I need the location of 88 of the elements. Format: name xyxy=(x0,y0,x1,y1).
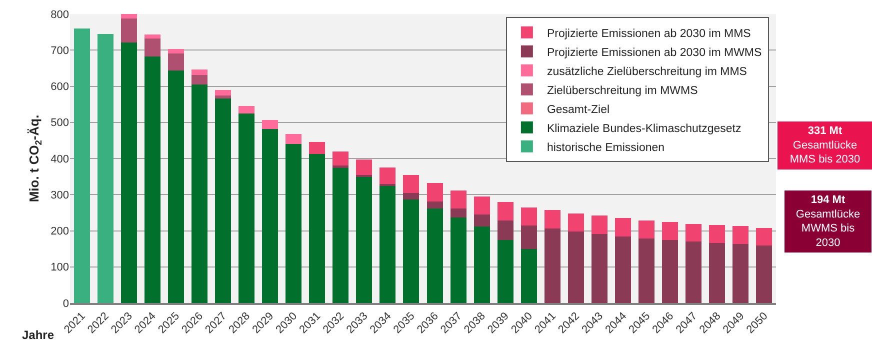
y-tick-label: 800 xyxy=(50,8,69,21)
bar xyxy=(426,201,443,208)
text: 194 Mt Gesamtlücke MWMS bis 2030 xyxy=(796,194,860,249)
y-tick-label: 400 xyxy=(50,153,69,166)
y-tick-label: 300 xyxy=(50,189,69,202)
bar xyxy=(450,190,466,208)
bar xyxy=(520,225,537,250)
y-tick-label: 700 xyxy=(50,44,69,57)
bar xyxy=(120,18,137,43)
bar xyxy=(191,84,208,303)
bar xyxy=(286,144,302,303)
bar xyxy=(592,234,608,303)
bar xyxy=(474,226,490,303)
bar xyxy=(380,186,396,303)
bar xyxy=(756,228,772,246)
bar xyxy=(120,14,137,18)
bar xyxy=(144,38,160,56)
bar xyxy=(97,34,114,303)
y-tick-label: 600 xyxy=(50,81,69,94)
bar xyxy=(615,236,632,303)
bar xyxy=(615,218,632,237)
bar xyxy=(191,75,208,84)
legend-label: Gesamt-Ziel xyxy=(546,104,610,116)
bar xyxy=(544,210,560,229)
bar xyxy=(120,42,137,303)
bar xyxy=(520,207,537,226)
bar xyxy=(286,134,302,144)
bar xyxy=(144,34,160,39)
legend-label: Projizierte Emissionen ab 2030 im MMS xyxy=(546,28,752,40)
bar xyxy=(309,154,326,303)
bar xyxy=(238,114,254,303)
y-tick-label: 500 xyxy=(50,117,69,130)
bar xyxy=(592,216,608,234)
bar xyxy=(520,249,537,303)
legend-label: zusätzliche Zielüberschreitung im MMS xyxy=(546,66,748,78)
bar xyxy=(568,231,584,303)
bar xyxy=(686,242,702,303)
bar xyxy=(709,243,726,303)
bar xyxy=(356,160,372,175)
bar xyxy=(426,183,443,202)
bar xyxy=(544,228,560,303)
bar xyxy=(426,208,443,303)
bar xyxy=(756,246,772,303)
bar xyxy=(686,224,702,242)
bar xyxy=(168,54,184,70)
bar xyxy=(638,220,655,239)
legend-label: Zielüberschreitung im MWMS xyxy=(546,84,698,97)
bar xyxy=(474,196,490,214)
legend-label: Projizierte Emissionen ab 2030 im MWMS xyxy=(546,46,762,59)
bar xyxy=(168,70,184,303)
bar xyxy=(497,202,514,221)
bar xyxy=(332,152,349,166)
legend-label: Klimaziele Bundes-Klimaschutzgesetz xyxy=(546,122,742,135)
y-tick-label: 100 xyxy=(50,262,69,274)
bar xyxy=(214,95,231,99)
bar xyxy=(450,208,466,218)
bar xyxy=(309,142,326,154)
bar xyxy=(568,213,584,232)
bar xyxy=(403,199,420,303)
bar xyxy=(497,240,514,303)
bar xyxy=(732,244,749,303)
bar xyxy=(732,226,749,244)
bar xyxy=(497,220,514,240)
bar xyxy=(662,240,678,303)
bar xyxy=(709,224,726,244)
bar xyxy=(332,168,349,303)
bar xyxy=(403,175,420,193)
bar xyxy=(214,98,231,303)
bar xyxy=(474,214,490,226)
bar xyxy=(238,106,254,114)
bar xyxy=(638,238,655,303)
bar xyxy=(191,70,208,76)
bar xyxy=(262,120,278,129)
legend-label: historische Emissionen xyxy=(546,142,665,154)
bar xyxy=(262,128,278,303)
bar xyxy=(356,176,372,303)
bar xyxy=(662,222,678,240)
bar xyxy=(403,192,420,200)
y-tick-label: 200 xyxy=(50,226,69,238)
bar xyxy=(450,217,466,303)
bar xyxy=(214,90,231,96)
y-tick-label: 0 xyxy=(62,298,69,310)
bar xyxy=(168,49,184,54)
bar xyxy=(74,28,90,303)
bar xyxy=(144,56,160,303)
text: 331 Mt Gesamtlücke MMS bis 2030 xyxy=(790,125,860,166)
x-axis-title: Jahre xyxy=(22,328,54,342)
bar xyxy=(380,168,396,184)
